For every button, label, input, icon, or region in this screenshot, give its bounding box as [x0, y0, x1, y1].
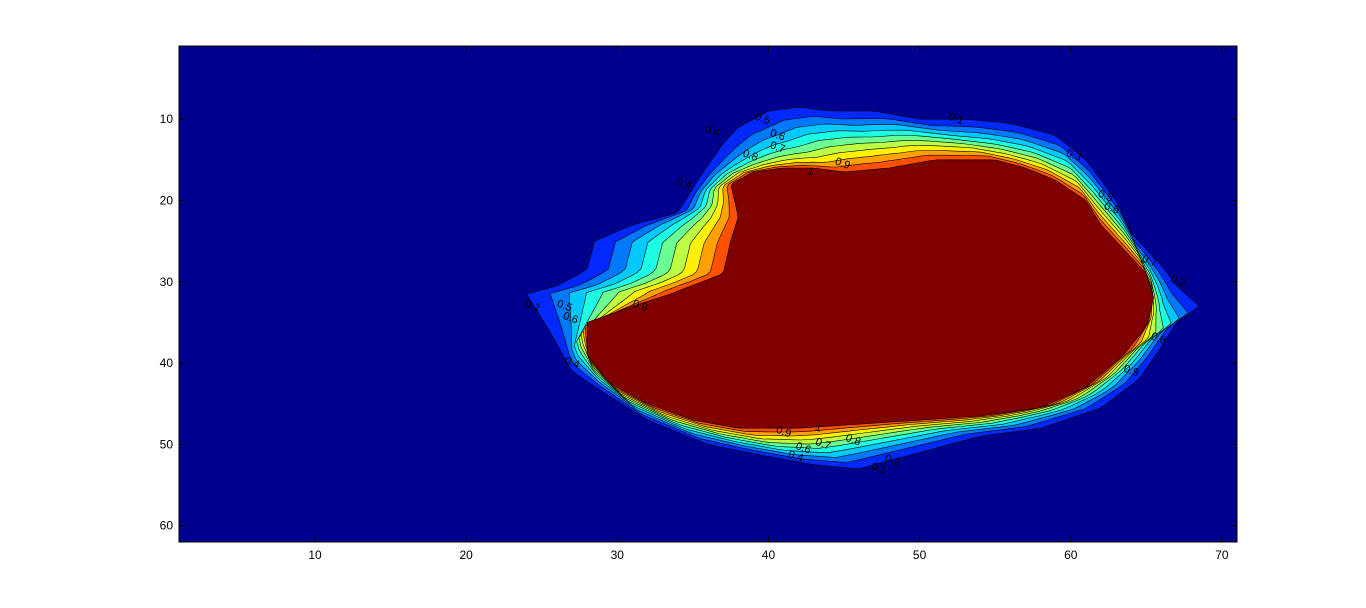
x-tick-label: 60: [1064, 548, 1078, 562]
plot-frame: [178, 45, 1238, 543]
y-tick-label: 20: [160, 193, 174, 207]
contour-label: 0.7: [814, 436, 832, 453]
y-tick-label: 60: [160, 519, 174, 533]
contour-label: 0.2: [883, 452, 901, 469]
y-tick-label: 50: [160, 437, 174, 451]
x-axis: 10 20 30 40 50 60 70: [308, 46, 1229, 562]
contour-label: 0.6: [1102, 200, 1120, 217]
contour-label: 0.2: [1169, 273, 1187, 290]
contour-label: 0.6: [768, 127, 786, 144]
contour-label: 0.7: [768, 139, 786, 156]
contour-label: 0.6: [561, 310, 579, 327]
contour-bands: [526, 107, 1200, 470]
contour-label: 1: [806, 165, 816, 178]
contour-label: 0.4: [675, 176, 693, 193]
x-tick-label: 40: [762, 548, 776, 562]
x-tick-label: 30: [611, 548, 625, 562]
contour-label: 0.8: [1149, 330, 1167, 347]
contour-band-1: [586, 159, 1154, 429]
x-tick-label: 50: [913, 548, 927, 562]
x-tick-label: 70: [1215, 548, 1229, 562]
x-tick-label: 20: [459, 548, 473, 562]
contour-label: 0.9: [631, 298, 649, 315]
contour-label: 0.9: [833, 156, 851, 173]
contour-label: 0.4: [703, 123, 721, 140]
contour-label: 0.1: [870, 460, 888, 477]
y-axis: 10 20 30 40 50 60: [160, 112, 1237, 533]
contour-label: 0.8: [741, 147, 759, 164]
contour-label: 0.1: [947, 111, 965, 128]
contour-label: 0.5: [753, 111, 771, 128]
y-tick-label: 10: [160, 112, 174, 126]
contour-label: 0.4: [563, 355, 581, 372]
contour-label: 1: [813, 421, 823, 434]
y-tick-label: 30: [160, 275, 174, 289]
contour-labels: 0.40.50.60.70.8 0.910.10.30.40.50.60.70.2…: [523, 111, 1187, 477]
y-tick-label: 40: [160, 356, 174, 370]
contour-label: 0.8: [844, 432, 862, 449]
contour-label: 0.9: [774, 424, 792, 441]
contour-label: 0.6: [794, 440, 812, 457]
contour-label: 0.9: [1122, 363, 1140, 380]
contour-label: 0.7: [1140, 253, 1158, 270]
contour-label: 0.3: [1065, 147, 1083, 164]
contour-label: 0.1: [523, 298, 541, 315]
contour-label: 0.5: [1096, 188, 1114, 205]
contour-label: 0.4: [786, 448, 804, 465]
x-tick-label: 10: [308, 548, 322, 562]
contour-label: 0.5: [555, 298, 573, 315]
